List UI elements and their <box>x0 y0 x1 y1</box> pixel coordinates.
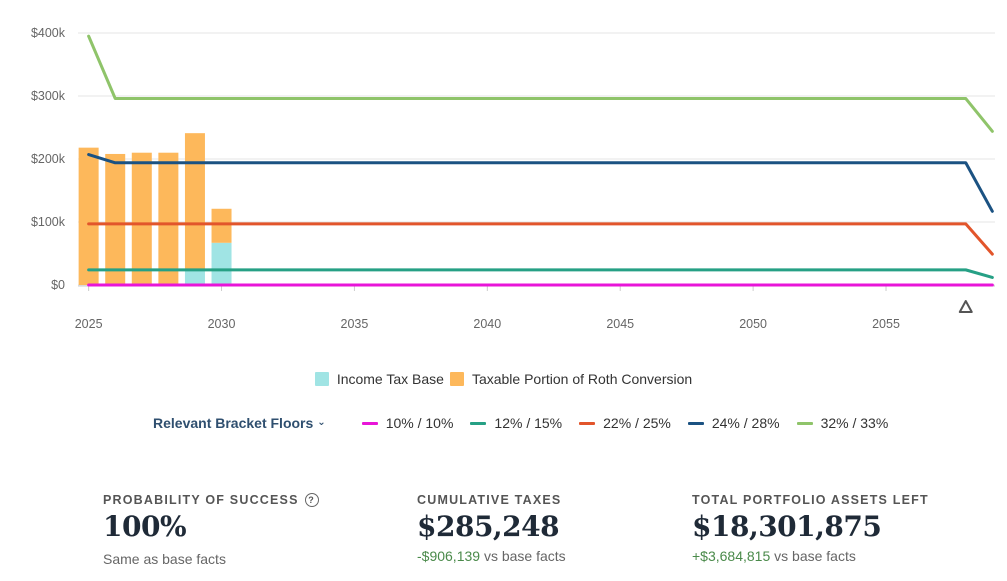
stat-value: 100% <box>103 510 187 543</box>
x-tick-label: 2025 <box>75 317 103 331</box>
tax-bracket-chart: $0$100k$200k$300k$400k 2025 2030 2035 2040 2… <box>31 26 995 331</box>
bracket-floors-toggle[interactable]: Relevant Bracket Floors ⌄ <box>153 415 326 431</box>
bracket-label: 24% / 28% <box>711 415 780 431</box>
x-axis: 2025 2030 2035 2040 2045 2050 2055 <box>75 285 995 331</box>
bar-taxable-portion-of-roth-conversion <box>78 147 99 285</box>
y-tick-label: $400k <box>31 26 66 40</box>
x-tick-label: 2040 <box>473 317 501 331</box>
bracket-item-32[interactable]: 32% / 33% <box>796 415 889 431</box>
bracket-swatch <box>361 421 378 425</box>
stat-sub-suffix: vs base facts <box>480 548 566 564</box>
x-tick-label: 2035 <box>341 317 369 331</box>
stat-subtext: Same as base facts <box>103 551 226 567</box>
stat-probability-of-success: PROBABILITY OF SUCCESS ? 100% Same as ba… <box>103 493 319 567</box>
bracket-legend: Relevant Bracket Floors ⌄ 10% / 10% 12% … <box>153 415 905 431</box>
bracket-swatch <box>796 421 813 425</box>
legend-roth-conversion[interactable]: Taxable Portion of Roth Conversion <box>449 371 693 387</box>
bracket-label: 32% / 33% <box>820 415 889 431</box>
bracket-item-12[interactable]: 12% / 15% <box>470 415 562 431</box>
bracket-label: 22% / 25% <box>603 415 671 431</box>
x-tick-label: 2055 <box>872 317 900 331</box>
help-icon[interactable]: ? <box>304 493 319 507</box>
stat-cumulative-taxes: CUMULATIVE TAXES $285,248 -$906,139 vs b… <box>417 493 566 564</box>
stat-value: $285,248 <box>417 510 560 543</box>
bracket-swatch <box>687 421 704 425</box>
stat-value: $18,301,875 <box>692 510 882 543</box>
stat-subtext: +$3,684,815 vs base facts <box>692 548 929 564</box>
bracket-swatch <box>579 421 596 425</box>
bar-income-tax-base <box>184 269 205 285</box>
bar-series <box>78 133 232 285</box>
stat-sub-suffix: vs base facts <box>770 548 856 564</box>
stat-label: TOTAL PORTFOLIO ASSETS LEFT <box>692 493 929 507</box>
triangle-marker-icon <box>958 300 973 313</box>
bracket-label: 10% / 10% <box>385 415 454 431</box>
bracket-label: 12% / 15% <box>494 415 563 431</box>
stat-label-text: PROBABILITY OF SUCCESS <box>103 493 299 507</box>
line-12-15- <box>87 268 994 279</box>
y-tick-label: $200k <box>31 152 66 166</box>
stat-label: PROBABILITY OF SUCCESS ? <box>103 493 319 507</box>
bar-taxable-portion-of-roth-conversion <box>131 152 152 285</box>
x-tick-label: 2030 <box>208 317 236 331</box>
bar-income-tax-base <box>211 242 232 285</box>
legend-swatch-income <box>314 372 329 386</box>
marker-layer <box>958 300 973 313</box>
bar-taxable-portion-of-roth-conversion <box>211 208 232 243</box>
bar-taxable-portion-of-roth-conversion <box>184 133 205 270</box>
stat-label-text: TOTAL PORTFOLIO ASSETS LEFT <box>692 493 929 507</box>
stat-label-text: CUMULATIVE TAXES <box>417 493 562 507</box>
stat-total-portfolio-assets: TOTAL PORTFOLIO ASSETS LEFT $18,301,875 … <box>692 493 929 564</box>
bar-taxable-portion-of-roth-conversion <box>158 152 179 285</box>
y-tick-label: $100k <box>31 215 66 229</box>
y-tick-label: $0 <box>51 278 65 292</box>
legend-income-tax-base[interactable]: Income Tax Base <box>314 371 444 387</box>
legend-label-roth: Taxable Portion of Roth Conversion <box>471 371 693 387</box>
line-24-28- <box>87 153 994 213</box>
bar-legend: Income Tax Base Taxable Portion of Roth … <box>0 371 1007 387</box>
y-tick-label: $300k <box>31 89 66 103</box>
bracket-floors-label: Relevant Bracket Floors <box>153 415 314 431</box>
line-22-25- <box>87 222 994 256</box>
bracket-swatch <box>470 421 487 425</box>
stat-subtext: -$906,139 vs base facts <box>417 548 566 564</box>
bracket-item-10[interactable]: 10% / 10% <box>361 415 454 431</box>
line-32-33- <box>87 34 994 133</box>
stat-delta: +$3,684,815 <box>692 548 771 564</box>
x-tick-label: 2050 <box>739 317 767 331</box>
bracket-item-24[interactable]: 24% / 28% <box>687 415 780 431</box>
chevron-down-icon: ⌄ <box>317 417 326 428</box>
bracket-lines <box>87 34 994 287</box>
legend-swatch-roth <box>449 372 464 386</box>
stat-label: CUMULATIVE TAXES <box>417 493 566 507</box>
bracket-item-22[interactable]: 22% / 25% <box>579 415 671 431</box>
y-axis: $0 $100k $200k $300k $400k <box>31 26 66 292</box>
x-tick-label: 2045 <box>606 317 634 331</box>
legend-label-income: Income Tax Base <box>336 371 444 387</box>
bar-taxable-portion-of-roth-conversion <box>105 153 126 285</box>
stat-delta: -$906,139 <box>417 548 481 564</box>
